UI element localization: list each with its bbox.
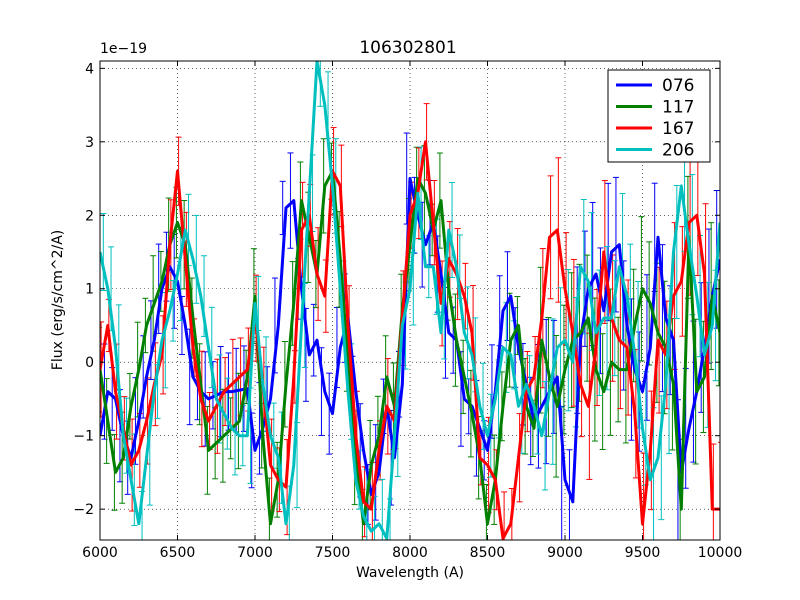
legend-label-206: 206: [662, 141, 694, 161]
legend-label-076: 076: [662, 76, 694, 96]
series-line-206: [100, 61, 720, 540]
x-tick-label: 7500: [315, 545, 351, 561]
y-tick-label: 2: [85, 208, 94, 224]
y-axis-label: Flux (erg/s/cm^2/A): [50, 230, 66, 370]
chart-title: 106302801: [359, 38, 456, 58]
y-tick-label: 1: [85, 282, 94, 298]
series-line-167: [100, 140, 720, 540]
legend-label-167: 167: [662, 119, 694, 139]
y-tick-label: −2: [73, 502, 94, 518]
y-tick-label: 4: [85, 61, 94, 77]
legend-label-117: 117: [662, 98, 694, 118]
x-tick-label: 6500: [160, 545, 196, 561]
x-tick-label: 9500: [625, 545, 661, 561]
x-tick-label: 9000: [547, 545, 583, 561]
x-tick-label: 8000: [392, 545, 428, 561]
axis-ticks: 6000 6500 7000 7500 8000 8500 9000 9500 10000 −2 −…: [73, 61, 742, 561]
y-tick-label: 0: [85, 355, 94, 371]
x-tick-label: 10000: [698, 545, 743, 561]
x-tick-label: 7000: [237, 545, 273, 561]
y-tick-label: 3: [85, 135, 94, 151]
x-tick-label: 8500: [470, 545, 506, 561]
x-axis-label: Wavelength (A): [356, 565, 464, 581]
x-tick-label: 6000: [82, 545, 118, 561]
y-tick-label: −1: [73, 429, 94, 445]
series-lines: [100, 61, 720, 540]
y-offset-label: 1e−19: [100, 41, 147, 57]
